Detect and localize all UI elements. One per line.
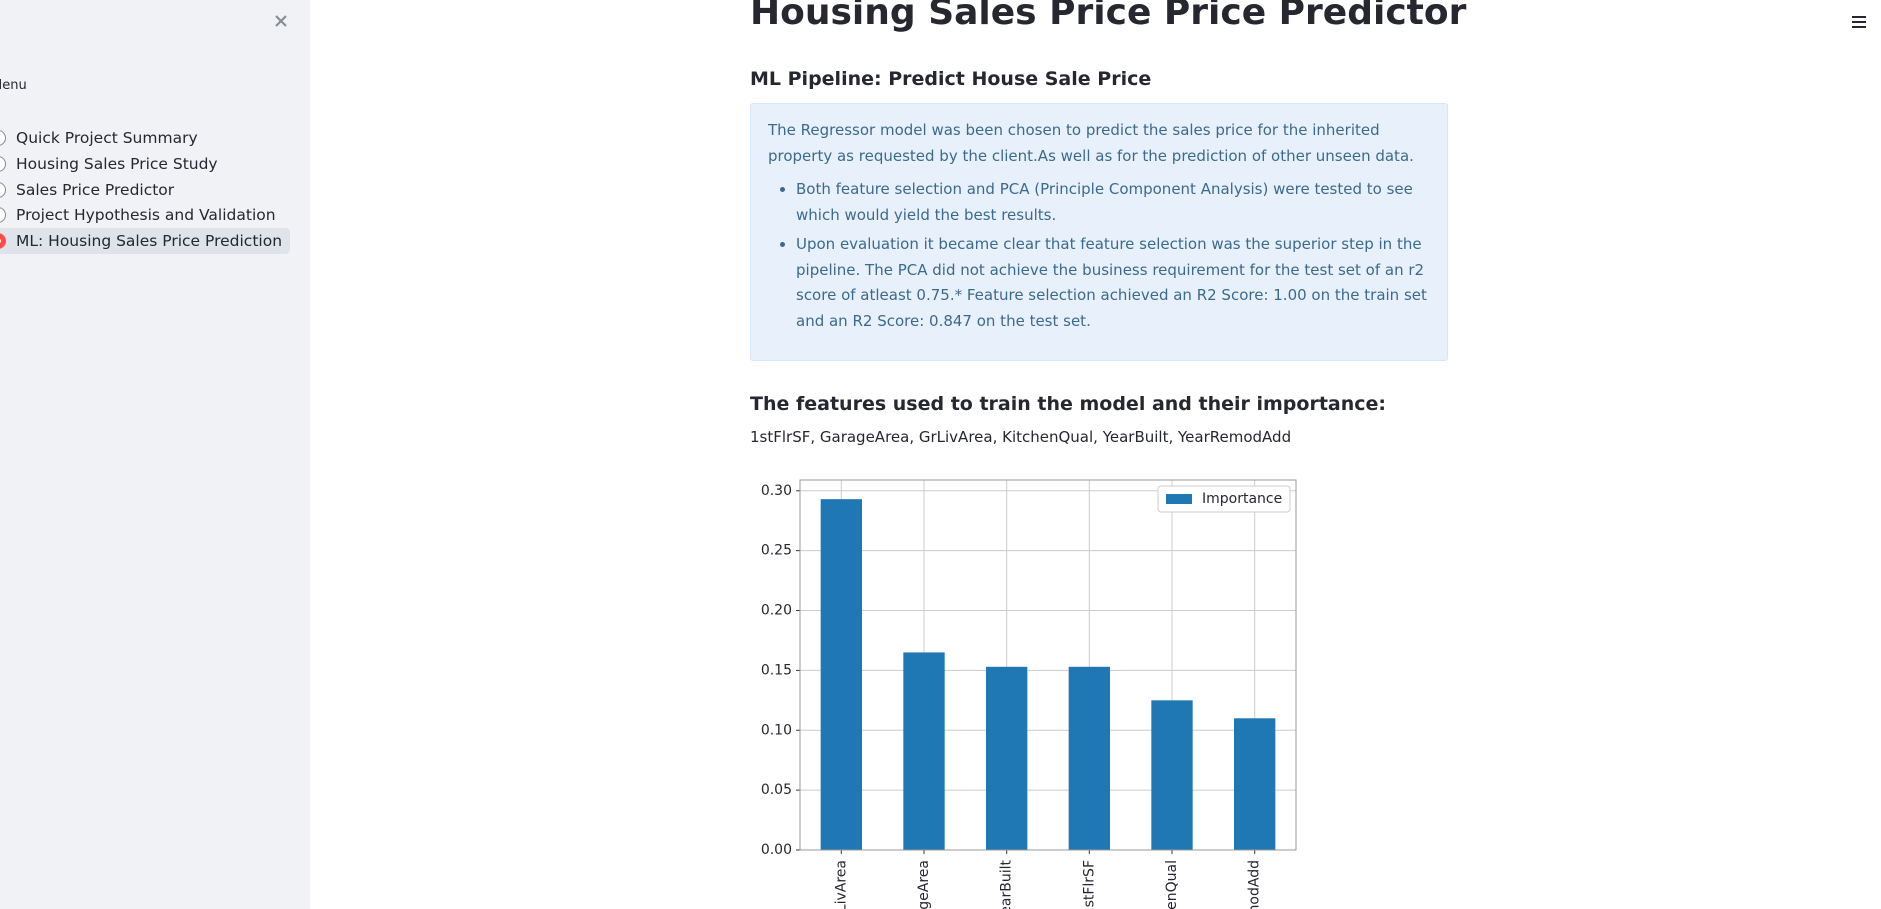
x-tick-label: KitchenQual: [1164, 860, 1180, 909]
close-button[interactable]: [274, 14, 288, 28]
bar: [986, 666, 1028, 850]
x-tick-label: YearBuilt: [999, 859, 1015, 909]
menu-item-label[interactable]: Sales Price Predictor: [16, 180, 175, 199]
radio[interactable]: [0, 130, 6, 146]
info-bullet: Upon evaluation it became clear that fea…: [796, 232, 1430, 334]
menu-item[interactable]: Housing Sales Price Study: [0, 151, 226, 177]
radio[interactable]: [0, 207, 6, 224]
y-tick-label: 0.30: [761, 483, 792, 499]
x-tick-label: GarageArea: [916, 860, 932, 909]
menu-item-label[interactable]: Housing Sales Price Study: [16, 154, 218, 173]
bar: [903, 652, 945, 850]
bar: [820, 499, 862, 850]
legend: Importance: [1157, 485, 1291, 513]
menu-label: Menu: [0, 78, 27, 93]
features-heading: The features used to train the model and…: [750, 393, 1387, 415]
subtitle: ML Pipeline: Predict House Sale Price: [750, 68, 1152, 90]
menu-item-label[interactable]: Quick Project Summary: [16, 129, 198, 147]
bar: [1151, 700, 1193, 850]
info-box: The Regressor model was been chosen to p…: [750, 103, 1448, 361]
info-bullet: Both feature selection and PCA (Principl…: [796, 177, 1430, 228]
y-tick-label: 0.05: [761, 782, 792, 798]
plot-area: [800, 480, 1296, 850]
features-list: 1stFlrSF, GarageArea, GrLivArea, Kitchen…: [750, 428, 1292, 446]
y-tick-label: 0.10: [761, 722, 792, 738]
menu-item-label[interactable]: Project Hypothesis and Validation: [16, 206, 276, 225]
x-tick-label: GrLivArea: [833, 860, 849, 909]
menu-item[interactable]: Project Hypothesis and Validation: [0, 202, 284, 228]
sidebar: Menu Quick Project Summary Housing Sales …: [0, 0, 310, 909]
radio[interactable]: [0, 155, 6, 172]
legend-box: [1157, 485, 1291, 513]
menu-item[interactable]: Sales Price Predictor: [0, 177, 182, 203]
x-tick-label: 1stFlrSF: [1081, 860, 1097, 909]
legend-label: Importance: [1202, 491, 1282, 507]
info-bullets: Both feature selection and PCA (Principl…: [768, 177, 1430, 334]
chart: 0.00 0.05 0.10 0.15 0.20 0.25 0.30 GrLivArea Gar…: [761, 479, 1297, 909]
menu-item-label[interactable]: ML: Housing Sales Price Prediction: [16, 232, 283, 251]
y-tick-label: 0.25: [761, 543, 792, 559]
y-tick-label: 0.15: [761, 662, 792, 678]
legend-swatch: [1166, 494, 1192, 504]
menu-item[interactable]: Quick Project Summary: [0, 125, 206, 151]
hamburger-menu[interactable]: [1851, 15, 1867, 29]
bar: [1068, 666, 1110, 850]
menu-item[interactable]: ML: Housing Sales Price Prediction: [0, 228, 291, 255]
plot-border: [799, 479, 1297, 851]
x-tick-label: YearRemodAdd: [1247, 860, 1263, 909]
page-title: Housing Sales Price Price Predictor: [750, 0, 1467, 33]
radio[interactable]: [0, 233, 6, 250]
radio[interactable]: [0, 181, 6, 198]
y-tick-label: 0.00: [761, 842, 792, 858]
bar: [1234, 718, 1276, 850]
info-intro: The Regressor model was been chosen to p…: [768, 121, 1414, 165]
y-tick-label: 0.20: [761, 603, 792, 619]
